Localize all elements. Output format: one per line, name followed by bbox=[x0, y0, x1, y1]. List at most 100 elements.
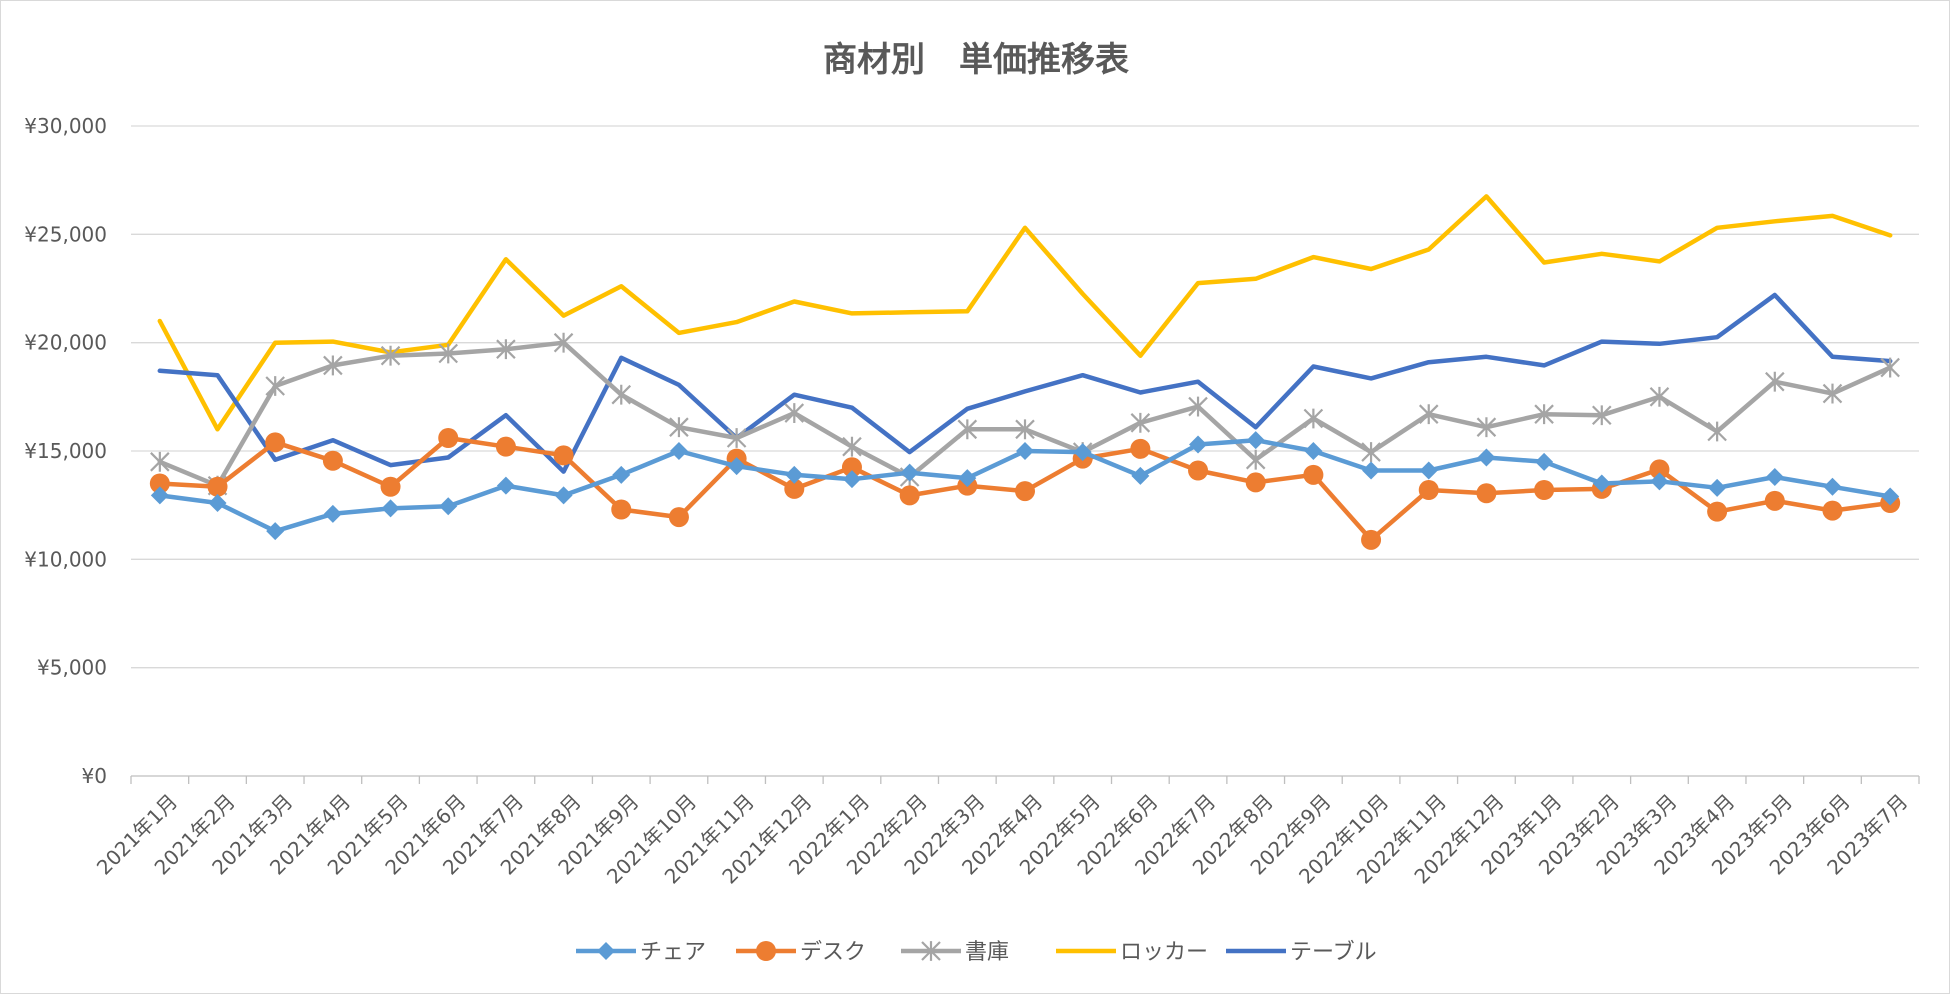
data-point bbox=[957, 419, 978, 440]
data-point bbox=[1245, 449, 1266, 470]
data-point bbox=[1015, 419, 1035, 440]
data-point bbox=[1245, 472, 1266, 493]
y-tick-label: ¥20,000 bbox=[24, 331, 107, 355]
data-point bbox=[1015, 481, 1035, 502]
data-point bbox=[1189, 435, 1208, 454]
data-point bbox=[1535, 452, 1554, 471]
data-point bbox=[323, 355, 343, 376]
data-point bbox=[669, 442, 688, 460]
data-point bbox=[1708, 478, 1727, 497]
data-point bbox=[149, 473, 170, 494]
data-point bbox=[1765, 371, 1785, 392]
data-point bbox=[553, 445, 574, 466]
data-point bbox=[265, 432, 286, 453]
legend-label: ロッカー bbox=[1120, 940, 1208, 965]
data-point bbox=[1765, 468, 1784, 486]
legend-item: チェア bbox=[576, 940, 706, 965]
data-point bbox=[900, 463, 919, 482]
data-point bbox=[668, 507, 689, 528]
data-point bbox=[150, 486, 169, 505]
data-point bbox=[1361, 442, 1381, 462]
data-point bbox=[1246, 431, 1265, 450]
legend-marker bbox=[756, 941, 776, 961]
data-point bbox=[784, 478, 805, 499]
data-point bbox=[496, 339, 516, 360]
legend-item: デスク bbox=[736, 940, 866, 965]
series-line bbox=[157, 194, 1893, 432]
legend-label: デスク bbox=[800, 940, 866, 965]
data-point bbox=[726, 428, 747, 448]
data-point bbox=[1304, 442, 1323, 460]
data-point bbox=[208, 494, 227, 512]
data-point bbox=[496, 476, 515, 495]
data-point bbox=[323, 504, 342, 523]
data-point bbox=[727, 457, 746, 476]
y-tick-label: ¥10,000 bbox=[24, 547, 107, 571]
data-point bbox=[150, 451, 170, 472]
x-axis-ticks: 2021年1月2021年2月2021年3月2021年4月2021年5月2021年… bbox=[92, 776, 1920, 889]
data-point bbox=[1880, 357, 1900, 378]
y-tick-label: ¥25,000 bbox=[24, 222, 107, 246]
legend-item: テーブル bbox=[1226, 940, 1377, 965]
data-point bbox=[611, 384, 632, 405]
y-tick-label: ¥15,000 bbox=[24, 439, 107, 463]
data-point bbox=[207, 476, 228, 497]
data-point bbox=[1418, 480, 1439, 500]
data-point bbox=[1591, 405, 1612, 426]
data-point bbox=[553, 332, 574, 353]
data-point bbox=[265, 376, 285, 396]
data-point bbox=[322, 450, 343, 471]
legend-label: チェア bbox=[640, 940, 706, 965]
data-point bbox=[1650, 472, 1669, 491]
data-point bbox=[438, 343, 459, 364]
data-point bbox=[669, 417, 689, 438]
y-tick-label: ¥30,000 bbox=[24, 114, 107, 138]
data-point bbox=[1016, 442, 1034, 460]
data-point bbox=[1823, 477, 1842, 496]
legend-marker bbox=[921, 941, 941, 961]
data-point bbox=[958, 469, 977, 488]
chart-title: 商材別 単価推移表 bbox=[823, 40, 1129, 80]
data-point bbox=[1361, 529, 1382, 550]
data-point bbox=[1592, 474, 1611, 493]
data-point bbox=[1881, 487, 1900, 506]
data-point bbox=[1188, 396, 1208, 417]
legend-item: ロッカー bbox=[1056, 940, 1208, 965]
data-point bbox=[1707, 501, 1728, 522]
series-1 bbox=[150, 431, 1900, 541]
data-point bbox=[842, 436, 862, 457]
data-point bbox=[1362, 461, 1381, 480]
data-point bbox=[1534, 404, 1554, 425]
data-point bbox=[1188, 460, 1209, 481]
series-5 bbox=[157, 292, 1893, 474]
data-point bbox=[1303, 464, 1324, 485]
data-point bbox=[1419, 461, 1438, 480]
data-point bbox=[266, 522, 285, 541]
data-point bbox=[439, 497, 458, 516]
legend-label: 書庫 bbox=[965, 940, 1009, 965]
grid-layer bbox=[131, 125, 1919, 777]
data-point bbox=[1476, 417, 1497, 438]
data-point bbox=[1130, 412, 1151, 433]
data-point bbox=[438, 428, 459, 448]
data-point bbox=[1822, 500, 1843, 521]
data-point bbox=[841, 457, 862, 478]
data-point bbox=[1130, 438, 1151, 459]
data-point bbox=[380, 476, 401, 497]
data-point bbox=[1418, 404, 1439, 425]
y-tick-label: ¥0 bbox=[82, 764, 107, 788]
data-point bbox=[1707, 421, 1727, 442]
data-point bbox=[785, 465, 804, 484]
series-3 bbox=[150, 332, 1900, 496]
data-point bbox=[1822, 383, 1843, 404]
data-point bbox=[899, 485, 920, 506]
data-point bbox=[842, 470, 861, 489]
data-point bbox=[1534, 480, 1555, 500]
data-point bbox=[611, 499, 632, 520]
y-axis-ticks: ¥0 ¥5,000 ¥10,000 ¥15,000 ¥20,000 ¥25,000 ¥30,… bbox=[24, 114, 107, 788]
data-point bbox=[380, 345, 401, 366]
data-point bbox=[554, 486, 573, 505]
series-layer bbox=[149, 194, 1901, 550]
